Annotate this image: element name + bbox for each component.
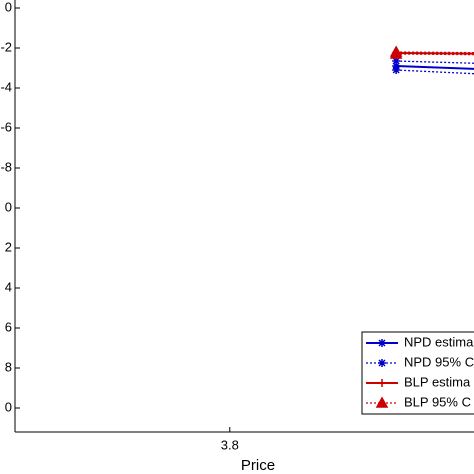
marker [389,47,403,59]
legend-label: NPD estima [404,334,474,349]
line [396,60,474,64]
x-axis-label: Price [241,457,275,474]
line [396,69,474,75]
y-tick-label: 0 [5,199,12,214]
line [396,65,474,70]
legend-label: BLP estima [404,374,471,389]
y-tick-label: -4 [0,79,12,94]
legend-marker [375,396,389,408]
legend-label: NPD 95% C [404,354,474,369]
y-tick-label: 6 [5,319,12,334]
marker [392,57,401,65]
legend-marker [378,359,386,367]
x-tick-label: 3.8 [221,437,239,452]
y-tick-label: -6 [0,119,12,134]
y-tick-label: -8 [0,159,12,174]
y-tick-label: 2 [5,239,12,254]
marker [392,66,401,74]
legend-marker [378,379,386,387]
y-tick-label: 8 [5,359,12,374]
y-tick-label: 0 [5,0,12,14]
y-tick-label: -2 [0,39,12,54]
y-tick-label: 4 [5,279,12,294]
legend-marker [378,339,386,347]
legend-label: BLP 95% C [404,394,471,409]
y-tick-label: 0 [5,399,12,414]
